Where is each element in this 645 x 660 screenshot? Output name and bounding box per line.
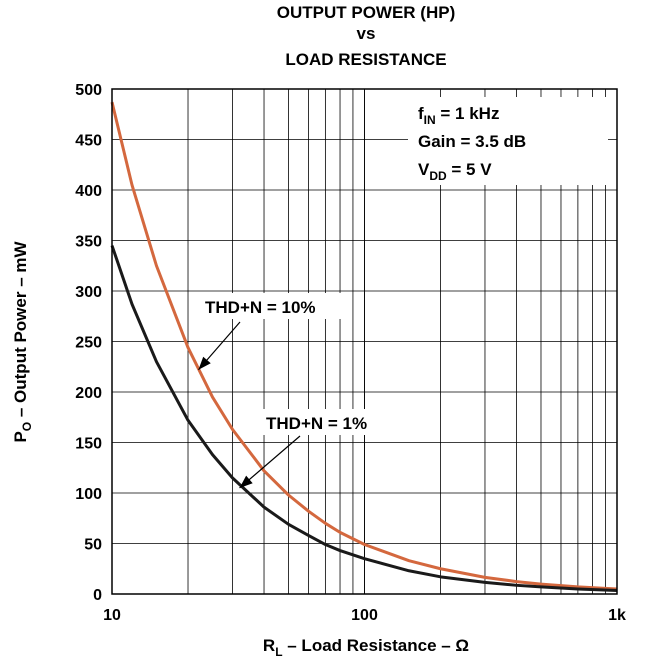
y-tick-label: 250 [75,335,102,352]
chart-title: OUTPUT POWER (HP) vs LOAD RESISTANCE [277,3,456,69]
condition-gain: Gain = 3.5 dB [418,132,526,151]
annotation-1-background [260,409,398,435]
condition-fin: fIN = 1 kHz [418,104,499,127]
y-tick-label: 400 [75,183,102,200]
x-axis-label: RL – Load Resistance – Ω [263,636,469,659]
y-tick-label: 450 [75,133,102,150]
x-tick-label: 100 [351,607,378,624]
chart-title-line-2: vs [357,24,376,43]
annotation-thd-1: THD+N = 1% [266,414,367,433]
x-tick-label: 10 [103,607,121,624]
y-tick-label: 50 [84,537,102,554]
plot-frame [111,88,618,595]
annotation-10-background [200,293,348,319]
conditions-background [408,97,608,185]
annotation-arrows [198,321,301,489]
annotation-arrow-line [239,435,301,489]
y-axis-label: PO – Output Power – mW [11,241,34,443]
y-tick-label: 500 [75,82,102,99]
annotation-arrow-head [198,356,211,370]
series-line-thd-10 [110,101,618,591]
y-tick-label: 300 [75,284,102,301]
x-tick-labels: 10 100 1k [103,607,626,624]
x-tick-label: 1k [608,607,626,624]
conditions-text: fIN = 1 kHz Gain = 3.5 dB VDD = 5 V [418,104,526,183]
y-tick-label: 150 [75,436,102,453]
chart-title-line-3: LOAD RESISTANCE [285,50,446,69]
y-tick-label: 350 [75,234,102,251]
y-tick-label: 200 [75,385,102,402]
condition-vdd: VDD = 5 V [418,160,492,183]
chart-title-line-1: OUTPUT POWER (HP) [277,3,456,22]
y-tick-labels: 0 50 100 150 200 250 300 350 400 450 500 [75,82,102,604]
y-tick-label: 100 [75,486,102,503]
series [110,101,618,592]
annotation-arrow-head [239,475,253,488]
annotation-thd-10: THD+N = 10% [205,298,316,317]
y-tick-label: 0 [93,587,102,604]
series-line-thd-1 [110,245,618,592]
